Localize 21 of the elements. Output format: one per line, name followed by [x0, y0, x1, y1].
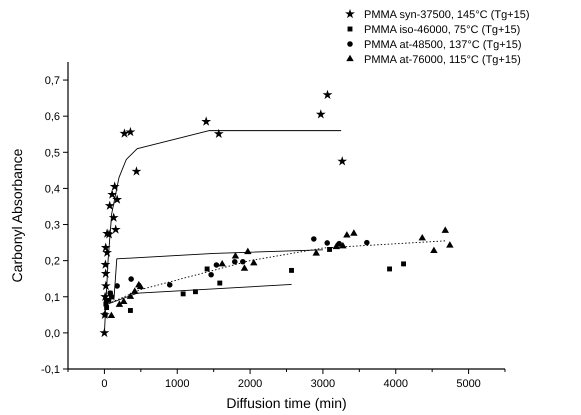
x-axis-title: Diffusion time (min): [226, 395, 347, 411]
legend-label: PMMA at-76000, 115°C (Tg+15): [364, 54, 521, 66]
y-tick-label: 0,2: [44, 256, 60, 268]
x-tick-label: 5000: [456, 378, 481, 390]
y-axis-title: Carbonyl Absorbance: [9, 148, 25, 282]
legend-label: PMMA at-48500, 137°C (Tg+15): [364, 39, 522, 51]
x-tick-label: 4000: [384, 378, 408, 390]
legend-label: PMMA syn-37500, 145°C (Tg+15): [364, 9, 530, 21]
y-tick-label: 0,5: [44, 147, 60, 160]
y-tick-label: -0,1: [41, 364, 60, 376]
legend-label: PMMA iso-46000, 75°C (Tg+15): [364, 24, 520, 36]
y-tick-label: 0,0: [44, 328, 60, 340]
x-tick-label: 1000: [165, 378, 190, 390]
y-tick-label: 0,4: [44, 183, 60, 196]
y-tick-label: 0,3: [44, 220, 60, 232]
x-tick-label: 0: [101, 378, 108, 390]
y-tick-label: 0,7: [44, 75, 60, 88]
y-tick-label: 0,6: [44, 111, 60, 124]
y-tick-label: 0,1: [44, 292, 60, 304]
x-tick-label: 3000: [310, 378, 336, 390]
x-tick-label: 2000: [238, 378, 262, 390]
